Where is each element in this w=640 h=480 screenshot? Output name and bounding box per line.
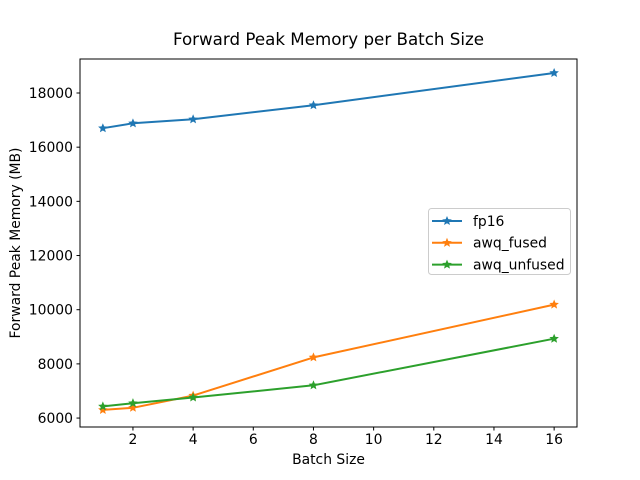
x-tick-label: 4	[189, 432, 198, 448]
series-marker-awq_unfused	[188, 392, 198, 402]
legend-entry-awq_fused: awq_fused	[432, 236, 547, 252]
series-marker-awq_unfused	[308, 380, 319, 390]
x-tick-label: 10	[365, 432, 383, 448]
legend-marker-sample	[442, 259, 452, 269]
legend-label: awq_unfused	[473, 258, 565, 274]
series-marker-awq_unfused	[549, 333, 559, 343]
legend-marker-sample	[442, 216, 452, 226]
series-marker-fp16	[128, 118, 138, 128]
y-tick-label: 10000	[29, 303, 73, 319]
series-marker-awq_fused	[98, 404, 108, 414]
y-tick-label: 8000	[38, 357, 73, 373]
x-tick-label: 12	[425, 432, 443, 448]
y-tick-label: 16000	[29, 140, 73, 156]
y-tick-label: 12000	[29, 248, 73, 264]
series-marker-fp16	[98, 123, 108, 133]
y-tick-label: 18000	[29, 86, 73, 102]
series-marker-fp16	[308, 100, 319, 110]
series-marker-awq_fused	[549, 299, 559, 309]
chart-title: Forward Peak Memory per Batch Size	[173, 29, 484, 49]
legend: fp16 awq_fused awq_unfused	[428, 208, 571, 275]
series-marker-awq_unfused	[98, 401, 108, 411]
x-tick-label: 14	[485, 432, 503, 448]
series-marker-awq_fused	[128, 402, 138, 412]
legend-marker-sample	[442, 237, 452, 247]
x-tick-label: 6	[249, 432, 258, 448]
y-tick-label: 14000	[29, 194, 73, 210]
y-tick-label: 6000	[38, 411, 73, 427]
series-marker-fp16	[549, 67, 559, 77]
plot-area: 2 4 6 8 10 12 14 16 6000 8000 10000 12000 14000 16000…	[29, 58, 578, 448]
y-axis-label: Forward Peak Memory (MB)	[8, 148, 24, 339]
series-marker-awq_unfused	[128, 398, 138, 408]
legend-frame	[428, 208, 571, 275]
series-marker-fp16	[188, 114, 198, 124]
x-axis-label: Batch Size	[292, 452, 365, 468]
x-tick-label: 16	[545, 432, 563, 448]
legend-entry-awq_unfused: awq_unfused	[432, 258, 565, 274]
legend-label: awq_fused	[473, 236, 547, 252]
legend-entry-fp16: fp16	[432, 214, 504, 230]
x-tick-label: 2	[129, 432, 138, 448]
series-marker-awq_fused	[308, 352, 319, 362]
legend-label: fp16	[473, 214, 504, 230]
x-tick-label: 8	[309, 432, 318, 448]
